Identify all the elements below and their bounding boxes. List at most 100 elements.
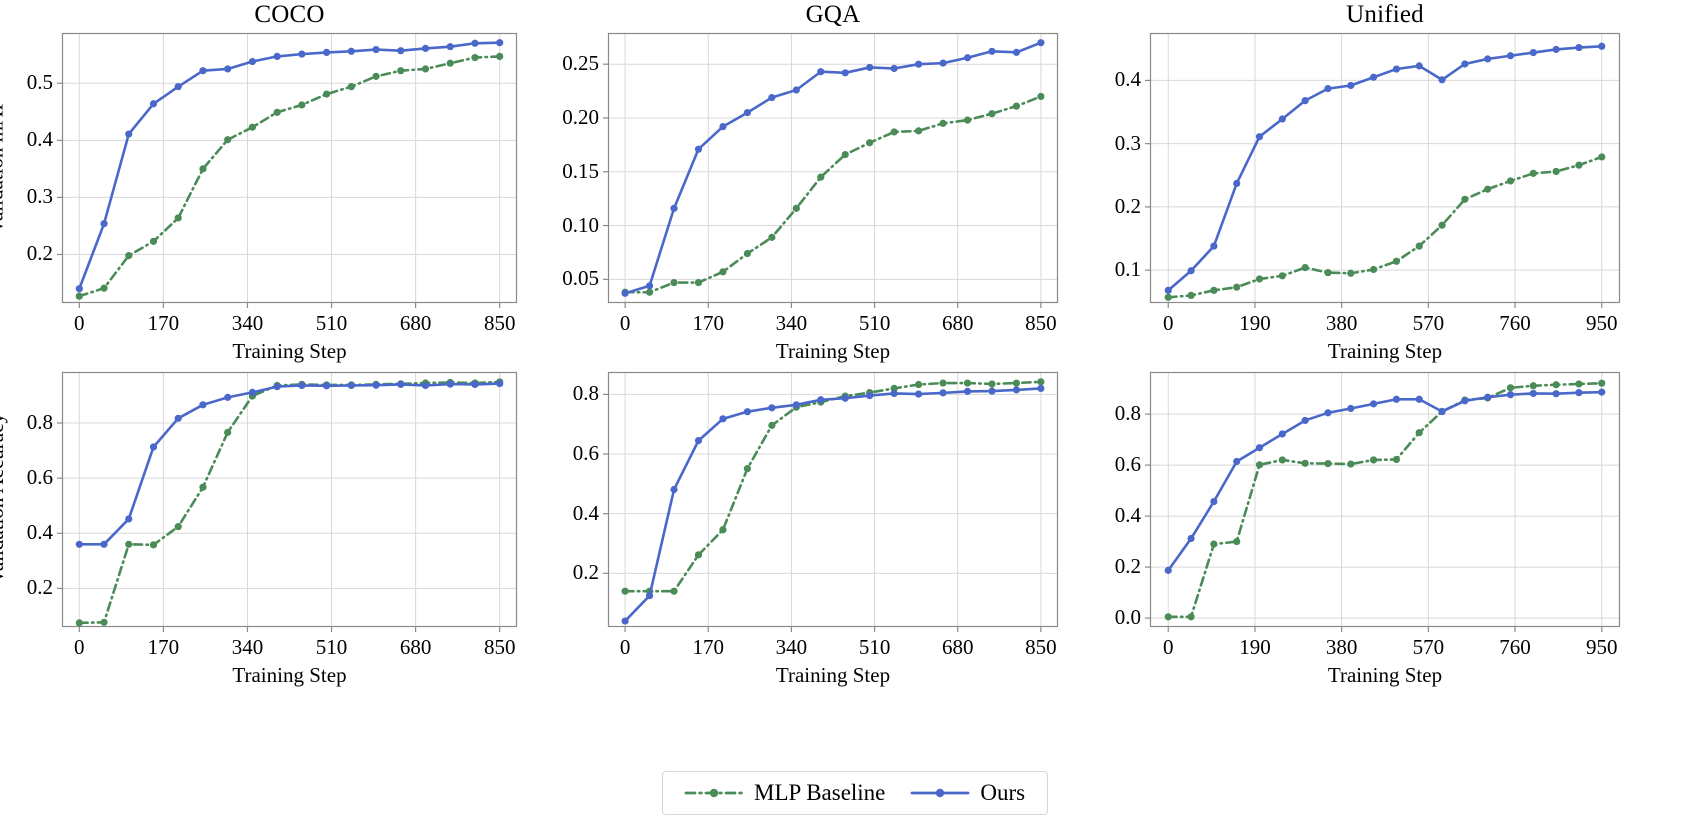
- data-point: [743, 465, 751, 473]
- series-line-ours: [78, 41, 501, 291]
- data-point: [841, 394, 849, 402]
- data-point: [1164, 613, 1172, 621]
- x-tick-label: 0: [1163, 311, 1174, 335]
- data-point: [75, 292, 83, 300]
- x-tick-label: 190: [1239, 635, 1271, 659]
- data-point: [1037, 39, 1045, 47]
- data-point: [915, 390, 923, 398]
- data-point: [1438, 407, 1446, 416]
- data-point: [1012, 48, 1021, 56]
- data-point: [1187, 291, 1195, 300]
- data-point: [1255, 461, 1264, 469]
- data-point: [125, 252, 133, 260]
- y-tick-label: 0.15: [562, 158, 599, 183]
- data-point: [768, 233, 776, 241]
- data-point: [1233, 457, 1241, 466]
- plot-area-coco-map: [57, 32, 518, 308]
- data-point: [890, 389, 898, 398]
- data-point: [322, 381, 331, 389]
- data-point: [866, 388, 874, 397]
- data-point: [174, 214, 182, 222]
- plot-area-gqa-map: [603, 32, 1059, 308]
- x-tick-label: 0: [74, 635, 85, 659]
- series-line-ours: [623, 41, 1043, 295]
- data-point: [1324, 409, 1332, 417]
- legend-swatch-solid-line-icon: [910, 788, 970, 798]
- y-tick-label: 0.2: [26, 575, 53, 600]
- series-line-mlp-baseline: [1166, 155, 1604, 299]
- data-point: [347, 47, 355, 55]
- data-point: [792, 401, 800, 409]
- data-point: [988, 387, 996, 395]
- x-tick-label: 170: [692, 311, 725, 335]
- data-point: [1233, 283, 1241, 291]
- data-point: [149, 237, 158, 245]
- data-point: [1164, 293, 1172, 301]
- data-point: [174, 414, 182, 422]
- x-tick-label: 340: [775, 635, 808, 659]
- legend-entry-mlp-baseline[interactable]: MLP Baseline: [684, 780, 886, 806]
- data-point: [1529, 169, 1537, 177]
- x-tick-label: 510: [315, 311, 348, 335]
- data-point: [915, 127, 923, 135]
- data-point: [496, 378, 504, 386]
- data-point: [645, 592, 654, 600]
- y-tick-label: 0.1: [1114, 257, 1141, 282]
- legend-entry-ours[interactable]: Ours: [910, 780, 1025, 806]
- data-point: [963, 387, 972, 395]
- y-tick-label: 0.4: [1114, 503, 1141, 528]
- data-point: [1255, 444, 1264, 452]
- x-tick-label: 950: [1585, 635, 1618, 659]
- data-point: [694, 551, 703, 559]
- data-point: [347, 83, 355, 91]
- data-point: [1187, 267, 1195, 275]
- x-tick-label: 760: [1499, 635, 1531, 659]
- x-tick-label: 680: [399, 635, 432, 659]
- legend-label: MLP Baseline: [754, 780, 886, 805]
- data-point: [1164, 286, 1172, 294]
- data-point: [322, 48, 331, 57]
- data-point: [322, 90, 331, 98]
- data-point: [298, 381, 306, 390]
- x-tick-label: 190: [1239, 311, 1271, 335]
- data-point: [100, 284, 108, 292]
- x-tick-label: 0: [619, 311, 631, 335]
- data-point: [446, 378, 454, 387]
- data-point: [224, 136, 232, 144]
- data-point: [1278, 272, 1286, 280]
- data-point: [645, 282, 654, 290]
- panel-title-gqa-map: GQA: [805, 1, 861, 28]
- plot-area-unified-acc: [1145, 371, 1621, 632]
- x-tick-label: 510: [858, 311, 891, 335]
- y-axis-label-coco-map: Validation mAP: [0, 99, 8, 234]
- data-point: [1255, 275, 1264, 283]
- data-point: [768, 404, 776, 412]
- data-point: [471, 39, 479, 47]
- x-tick-label: 510: [858, 635, 891, 659]
- data-point: [768, 93, 776, 102]
- data-point: [1461, 60, 1469, 68]
- data-point: [1484, 55, 1492, 63]
- data-point: [1438, 76, 1446, 84]
- series-line-ours: [1166, 390, 1604, 572]
- x-tick-label: 680: [399, 311, 432, 335]
- data-point: [1210, 286, 1218, 294]
- data-point: [915, 60, 923, 68]
- data-point: [1598, 153, 1606, 161]
- data-point: [496, 39, 504, 47]
- data-point: [1506, 391, 1515, 399]
- data-point: [841, 69, 849, 77]
- data-point: [645, 288, 654, 296]
- x-axis-label-coco-acc: Training Step: [232, 663, 347, 687]
- data-point: [372, 381, 380, 389]
- data-point: [1347, 81, 1355, 90]
- data-point: [224, 428, 232, 436]
- data-point: [149, 443, 158, 451]
- data-point: [1037, 378, 1045, 386]
- data-point: [792, 204, 800, 212]
- data-point: [199, 401, 207, 409]
- data-point: [988, 47, 996, 55]
- data-point: [421, 44, 430, 53]
